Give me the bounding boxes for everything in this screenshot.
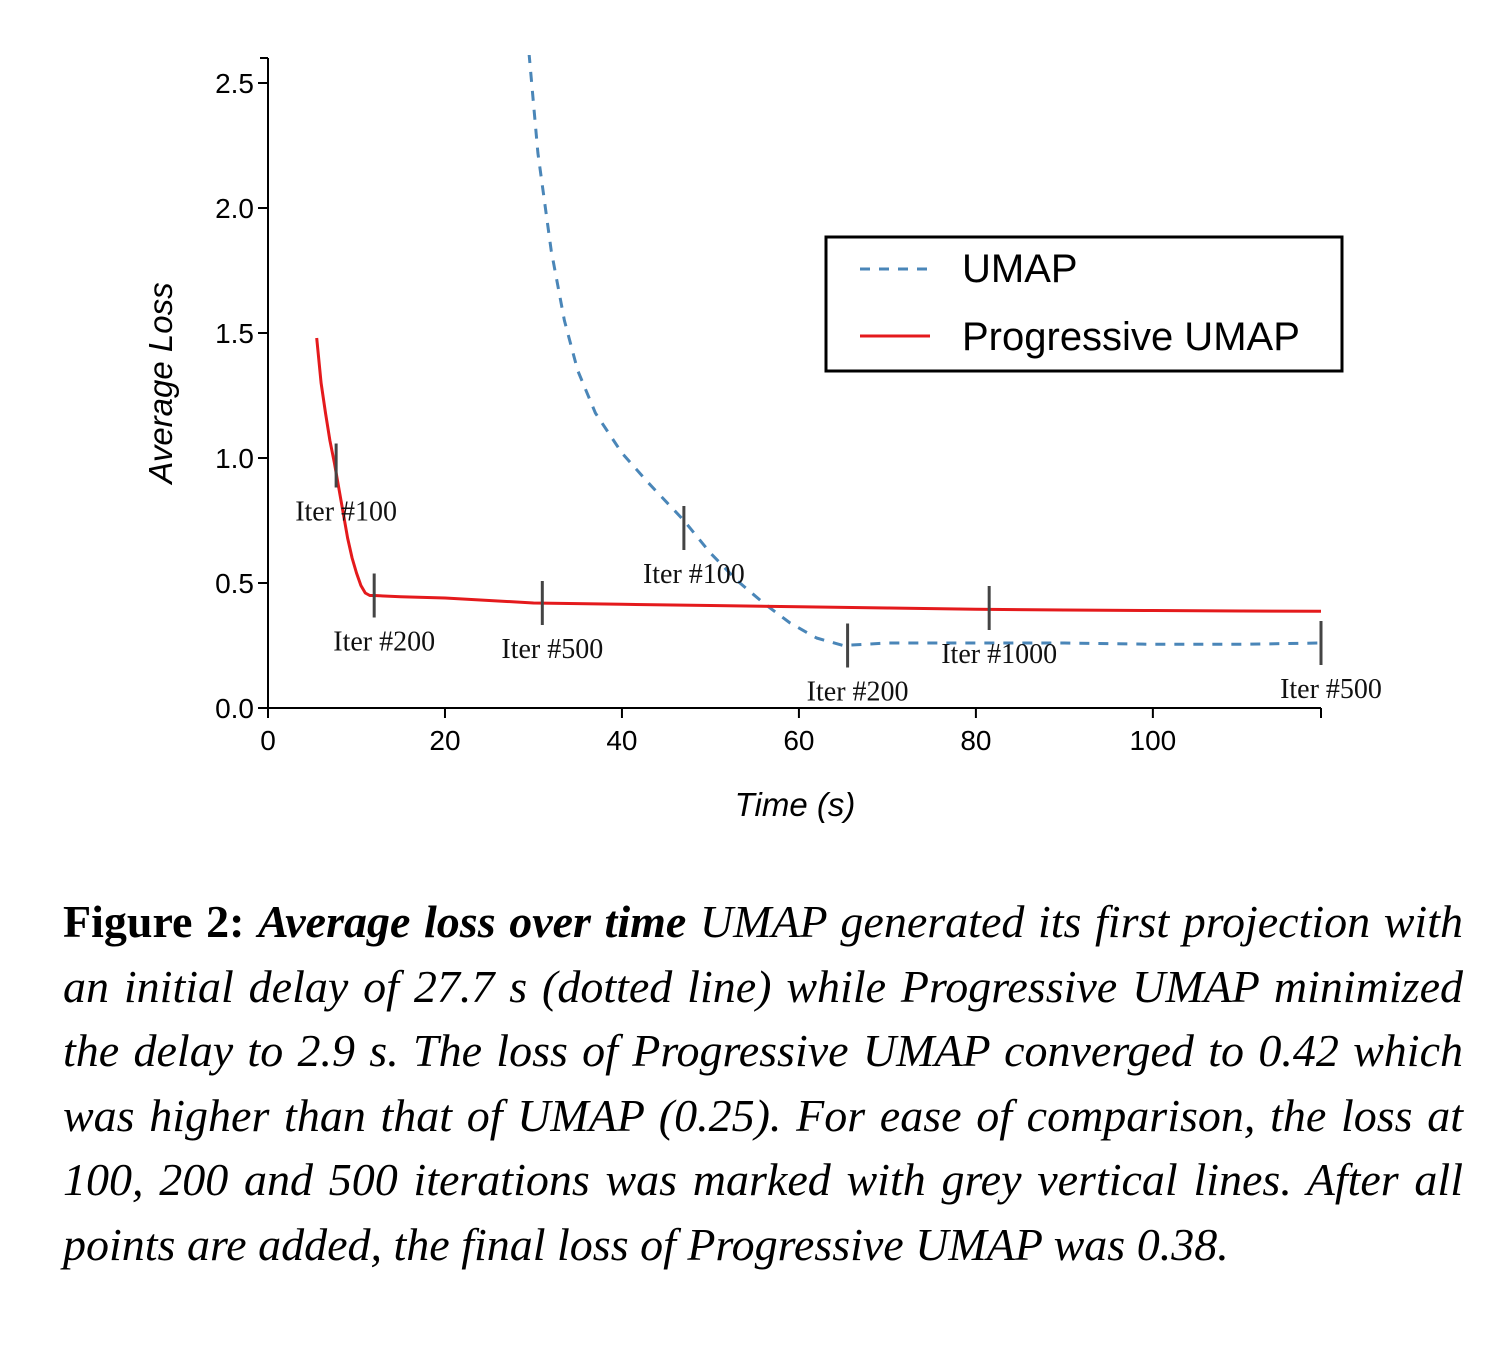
y-tick-label: 1.0 bbox=[215, 443, 254, 474]
x-tick-label: 80 bbox=[960, 725, 991, 756]
iter-marker-label: Iter #500 bbox=[501, 634, 603, 665]
x-tick-label: 0 bbox=[260, 725, 276, 756]
series-line-progressive-umap bbox=[315, 337, 1322, 613]
figure: 0.0 0.5 1.0 1.5 2.0 2.5 0 20 40 60 80 100 Iter #100… bbox=[63, 55, 1463, 1270]
iter-marker-label: Iter #200 bbox=[333, 627, 435, 658]
loss-chart: 0.0 0.5 1.0 1.5 2.0 2.5 0 20 40 60 80 100 Iter #100… bbox=[142, 55, 1382, 823]
iter-marker-label: Iter #100 bbox=[295, 497, 397, 528]
y-tick-label: 0.5 bbox=[215, 568, 254, 599]
caption-title: Average loss over time bbox=[258, 896, 687, 947]
iter-marker-label: Iter #500 bbox=[1280, 674, 1382, 705]
iter-marker-label: Iter #1000 bbox=[941, 639, 1057, 670]
x-tick-label: 40 bbox=[606, 725, 637, 756]
x-tick-label: 60 bbox=[783, 725, 814, 756]
y-tick-label: 1.5 bbox=[215, 318, 254, 349]
iter-marker-label: Iter #100 bbox=[643, 559, 745, 590]
x-tick-label: 20 bbox=[429, 725, 460, 756]
caption-text: UMAP generated its first projection with… bbox=[63, 896, 1463, 1270]
y-tick-label: 2.0 bbox=[215, 193, 254, 224]
iter-marker-label: Iter #200 bbox=[807, 677, 909, 708]
y-tick-label: 2.5 bbox=[215, 68, 254, 99]
ticks: 0.0 0.5 1.0 1.5 2.0 2.5 0 20 40 60 80 100 bbox=[215, 68, 1176, 756]
series-line-umap bbox=[527, 55, 1322, 647]
legend-label-progressive-umap: Progressive UMAP bbox=[962, 315, 1300, 359]
y-tick-label: 0.0 bbox=[215, 693, 254, 724]
annotations: Iter #100 Iter #200 Iter #500 Iter #1000 Ite… bbox=[295, 443, 1382, 708]
figure-caption: Figure 2: Average loss over time UMAP ge… bbox=[63, 890, 1463, 1277]
x-tick-label: 100 bbox=[1130, 725, 1177, 756]
axes bbox=[260, 57, 1322, 718]
caption-label: Figure 2: bbox=[63, 896, 245, 947]
legend: UMAP Progressive UMAP bbox=[824, 235, 1344, 373]
y-axis-label: Average Loss bbox=[142, 282, 179, 485]
legend-label-umap: UMAP bbox=[962, 247, 1078, 291]
legend-box bbox=[824, 235, 1344, 373]
x-axis-label: Time (s) bbox=[735, 786, 856, 823]
